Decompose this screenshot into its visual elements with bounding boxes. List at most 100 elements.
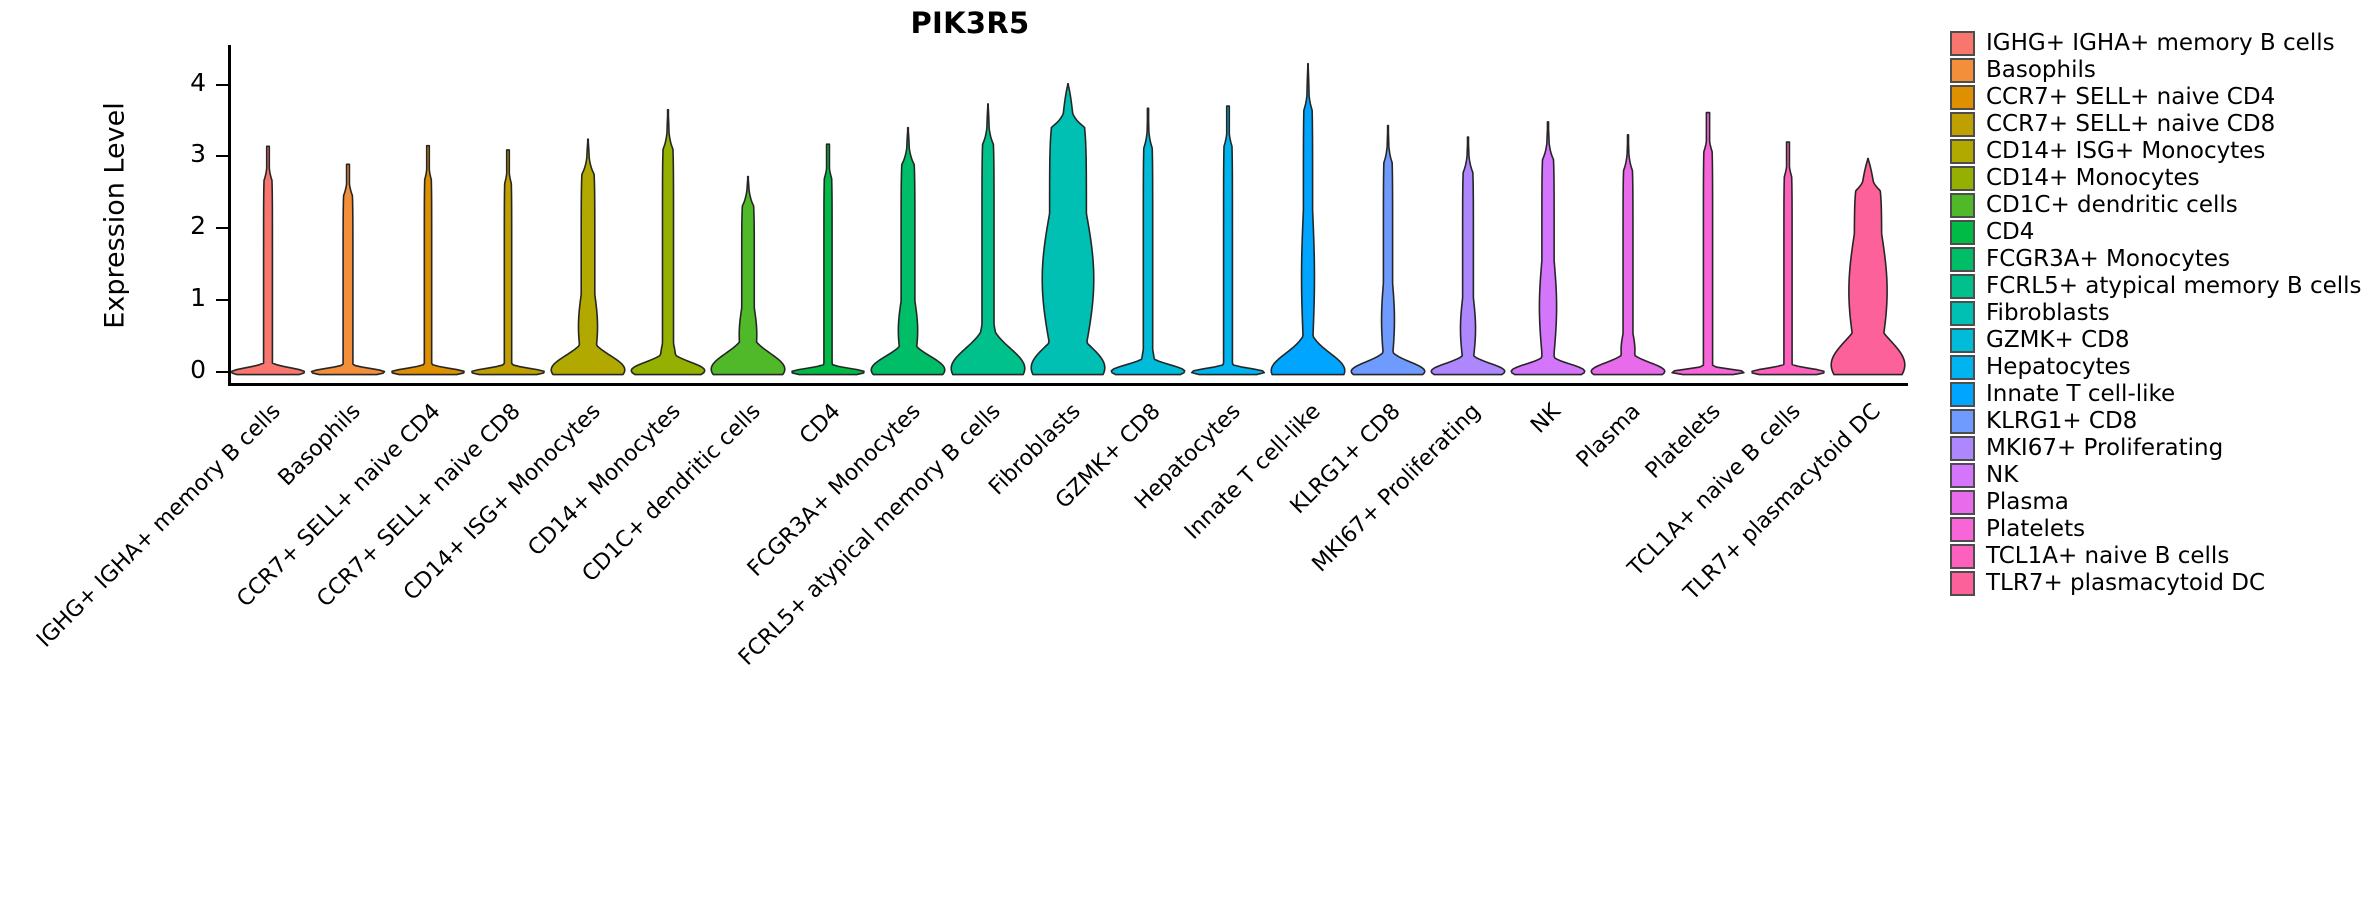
x-tick-label: GZMK+ CD8 bbox=[1050, 399, 1166, 514]
legend-item-label: CD14+ ISG+ Monocytes bbox=[1986, 138, 2266, 164]
legend-item-label: CD14+ Monocytes bbox=[1986, 165, 2200, 191]
violin-shape[interactable] bbox=[310, 163, 386, 376]
legend-item-label: FCRL5+ atypical memory B cells bbox=[1986, 273, 2362, 299]
legend-color-swatch bbox=[1950, 328, 1975, 353]
violin-shape[interactable] bbox=[1590, 134, 1666, 376]
legend-color-swatch bbox=[1950, 193, 1975, 218]
legend-item-label: Platelets bbox=[1986, 516, 2086, 542]
legend-item[interactable]: Innate T cell-like bbox=[1950, 381, 2362, 408]
violin-shape[interactable] bbox=[710, 175, 786, 376]
legend-color-swatch bbox=[1950, 571, 1975, 596]
legend-color-swatch bbox=[1950, 409, 1975, 434]
legend-item[interactable]: Basophils bbox=[1950, 57, 2362, 84]
violin-shape[interactable] bbox=[1190, 105, 1266, 376]
violin-shape[interactable] bbox=[1751, 141, 1825, 376]
legend-color-swatch bbox=[1950, 247, 1975, 272]
y-tick-mark bbox=[216, 155, 228, 158]
legend-color-swatch bbox=[1950, 463, 1975, 488]
legend-item[interactable]: Plasma bbox=[1950, 489, 2362, 516]
violin-shape[interactable] bbox=[630, 108, 706, 376]
legend-color-swatch bbox=[1950, 490, 1975, 515]
legend-color-swatch bbox=[1950, 220, 1975, 245]
legend-item-label: MKI67+ Proliferating bbox=[1986, 435, 2224, 461]
legend-item[interactable]: IGHG+ IGHA+ memory B cells bbox=[1950, 30, 2362, 57]
y-axis-line bbox=[228, 45, 231, 385]
x-tick-label: KLRG1+ CD8 bbox=[1285, 399, 1406, 520]
legend-color-swatch bbox=[1950, 58, 1975, 83]
legend-item-label: FCGR3A+ Monocytes bbox=[1986, 246, 2231, 272]
legend-item[interactable]: KLRG1+ CD8 bbox=[1950, 408, 2362, 435]
legend-color-swatch bbox=[1950, 544, 1975, 569]
legend-item[interactable]: CD1C+ dendritic cells bbox=[1950, 192, 2362, 219]
legend-item[interactable]: MKI67+ Proliferating bbox=[1950, 435, 2362, 462]
violin-shape[interactable] bbox=[471, 149, 545, 376]
legend-item[interactable]: CCR7+ SELL+ naive CD8 bbox=[1950, 111, 2362, 138]
x-tick-label: Fibroblasts bbox=[984, 399, 1086, 501]
x-tick-label: Platelets bbox=[1640, 399, 1726, 484]
x-tick-label: CCR7+ SELL+ naive CD8 bbox=[312, 399, 526, 613]
legend-item-label: KLRG1+ CD8 bbox=[1986, 408, 2138, 434]
violin-shape[interactable] bbox=[791, 143, 865, 376]
y-tick-mark bbox=[216, 227, 228, 230]
legend-item-label: Basophils bbox=[1986, 57, 2096, 83]
x-tick-label: CD4 bbox=[795, 399, 846, 450]
violin-shape[interactable] bbox=[1510, 121, 1586, 376]
legend-color-swatch bbox=[1950, 31, 1975, 56]
x-tick-label: CD14+ ISG+ Monocytes bbox=[399, 399, 606, 606]
legend-item[interactable]: CD14+ ISG+ Monocytes bbox=[1950, 138, 2362, 165]
legend-item-label: NK bbox=[1986, 462, 2019, 488]
legend-item-label: IGHG+ IGHA+ memory B cells bbox=[1986, 30, 2335, 56]
legend-color-swatch bbox=[1950, 436, 1975, 461]
legend-color-swatch bbox=[1950, 355, 1975, 380]
legend-color-swatch bbox=[1950, 112, 1975, 137]
legend-item[interactable]: Platelets bbox=[1950, 516, 2362, 543]
x-tick-label: MKI67+ Proliferating bbox=[1307, 399, 1486, 578]
legend-color-swatch bbox=[1950, 139, 1975, 164]
y-tick-label: 3 bbox=[190, 139, 206, 169]
y-tick-label: 1 bbox=[190, 283, 206, 313]
violin-shape[interactable] bbox=[230, 145, 306, 376]
legend-item[interactable]: Fibroblasts bbox=[1950, 300, 2362, 327]
legend-item[interactable]: GZMK+ CD8 bbox=[1950, 327, 2362, 354]
y-tick-mark bbox=[216, 299, 228, 302]
y-tick-label: 4 bbox=[190, 67, 206, 97]
legend-item-label: CD1C+ dendritic cells bbox=[1986, 192, 2238, 218]
violin-shape[interactable] bbox=[391, 144, 465, 376]
violin-shape[interactable] bbox=[950, 103, 1026, 376]
legend-item[interactable]: TLR7+ plasmacytoid DC bbox=[1950, 570, 2362, 597]
violin-shape[interactable] bbox=[1350, 124, 1426, 376]
violin-svg bbox=[230, 62, 1906, 376]
violin-shape[interactable] bbox=[1671, 111, 1745, 376]
violin-shape[interactable] bbox=[1270, 62, 1346, 376]
y-tick-mark bbox=[216, 371, 228, 374]
x-tick-label: Basophils bbox=[273, 399, 366, 491]
legend-item[interactable]: Hepatocytes bbox=[1950, 354, 2362, 381]
legend-item-label: CCR7+ SELL+ naive CD8 bbox=[1986, 111, 2276, 137]
violin-shape[interactable] bbox=[1830, 157, 1906, 376]
legend-item[interactable]: CD4 bbox=[1950, 219, 2362, 246]
violin-shape[interactable] bbox=[1030, 83, 1106, 376]
legend-item[interactable]: TCL1A+ naive B cells bbox=[1950, 543, 2362, 570]
x-tick-label: NK bbox=[1526, 399, 1566, 439]
legend-item[interactable]: CD14+ Monocytes bbox=[1950, 165, 2362, 192]
legend-color-swatch bbox=[1950, 274, 1975, 299]
legend-item[interactable]: FCGR3A+ Monocytes bbox=[1950, 246, 2362, 273]
legend-item[interactable]: NK bbox=[1950, 462, 2362, 489]
x-tick-label: TLR7+ plasmacytoid DC bbox=[1679, 399, 1886, 606]
x-tick-label: CD1C+ dendritic cells bbox=[577, 399, 766, 587]
legend-item[interactable]: FCRL5+ atypical memory B cells bbox=[1950, 273, 2362, 300]
legend-color-swatch bbox=[1950, 301, 1975, 326]
violin-shape[interactable] bbox=[1110, 107, 1186, 376]
legend-item-label: Hepatocytes bbox=[1986, 354, 2131, 380]
legend-item-label: TLR7+ plasmacytoid DC bbox=[1986, 570, 2266, 596]
violin-shape[interactable] bbox=[1430, 136, 1506, 376]
legend-item-label: TCL1A+ naive B cells bbox=[1986, 543, 2230, 569]
violin-shape[interactable] bbox=[870, 126, 946, 376]
x-tick-label: TCL1A+ naive B cells bbox=[1623, 399, 1806, 582]
legend-item[interactable]: CCR7+ SELL+ naive CD4 bbox=[1950, 84, 2362, 111]
legend-color-swatch bbox=[1950, 166, 1975, 191]
legend-item-label: CCR7+ SELL+ naive CD4 bbox=[1986, 84, 2276, 110]
violin-shape[interactable] bbox=[550, 138, 626, 376]
y-axis-title: Expression Level bbox=[95, 45, 135, 385]
